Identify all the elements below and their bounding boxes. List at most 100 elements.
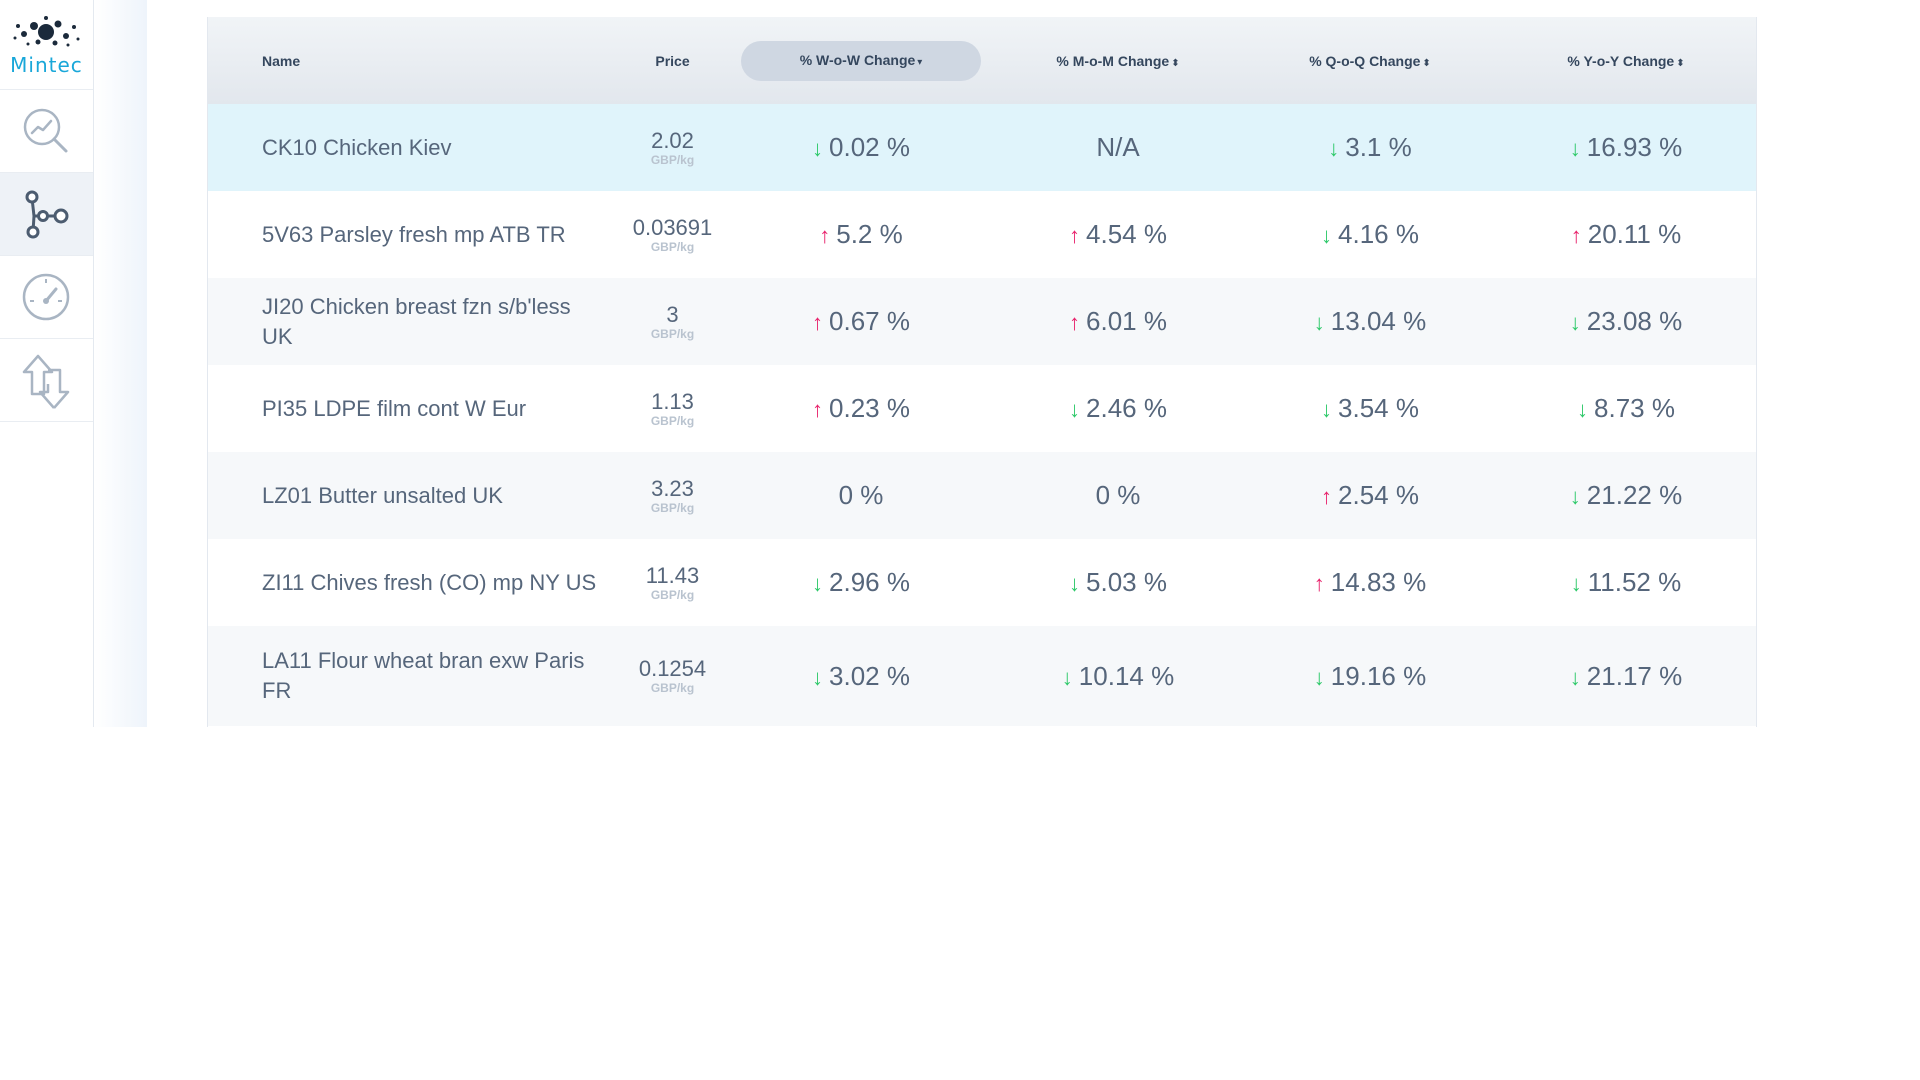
gauge-icon — [22, 273, 70, 321]
arrow-down-icon: ↓ — [1569, 136, 1581, 161]
sort-toggle-icon: ⬍ — [1422, 57, 1431, 69]
commodity-name-cell[interactable]: ZI11 Chives fresh (CO) mp NY US — [262, 569, 597, 595]
price-value: 1.13 — [651, 388, 694, 414]
change-value: 3.54 % — [1338, 393, 1419, 423]
wow-change-cell: ↑ 0.67 % — [730, 278, 992, 365]
price-value: 3.23 — [651, 475, 694, 501]
sort-desc-icon: ▾ — [917, 56, 923, 68]
qoq-change-cell: ↓ 3.54 % — [1244, 365, 1496, 452]
change-value: 5.03 % — [1086, 567, 1167, 597]
change-value: 19.16 % — [1330, 660, 1427, 691]
commodity-name-cell[interactable]: CK10 Chicken Kiev — [262, 134, 452, 160]
price-value: 3 — [666, 301, 679, 327]
network-nodes-icon — [25, 190, 69, 239]
nav-item-dashboard[interactable] — [0, 256, 93, 339]
arrow-up-icon: ↑ — [812, 310, 824, 335]
change-value: 0 % — [838, 480, 884, 510]
arrow-down-icon: ↓ — [1061, 664, 1073, 690]
arrow-down-icon: ↓ — [1569, 484, 1581, 509]
arrow-down-icon: ↓ — [812, 136, 824, 161]
change-value: 21.17 % — [1586, 660, 1683, 691]
column-header-wow[interactable]: % W-o-W Change ▾ — [730, 17, 992, 104]
sidebar-gutter — [94, 0, 147, 727]
yoy-change-cell: ↓ 11.52 % — [1496, 539, 1756, 626]
column-header-label: % Q-o-Q Change — [1309, 52, 1421, 69]
table-row[interactable]: 5V63 Parsley fresh mp ATB TR 0.03691 GBP/k… — [208, 191, 1756, 278]
arrow-up-icon: ↑ — [819, 223, 831, 248]
nav-item-trade[interactable] — [0, 339, 93, 422]
price-value: 11.43 — [645, 562, 700, 588]
arrow-down-icon: ↓ — [1570, 571, 1582, 596]
sort-toggle-icon: ⬍ — [1171, 57, 1180, 69]
table-row[interactable]: ZI11 Chives fresh (CO) mp NY US 11.43 GBP/… — [208, 539, 1756, 626]
change-value: 13.04 % — [1330, 306, 1427, 336]
price-unit: GBP/kg — [650, 500, 695, 515]
change-value: 14.83 % — [1330, 567, 1427, 597]
yoy-change-cell: ↓ 16.93 % — [1496, 104, 1756, 191]
arrow-down-icon: ↓ — [1313, 664, 1325, 690]
table-row[interactable]: CK10 Chicken Kiev 2.02 GBP/kg ↓ 0.02 % N/A ↓ 3.… — [208, 104, 1756, 191]
change-value: 0.67 % — [829, 306, 910, 336]
price-cell: 0.1254 GBP/kg — [615, 626, 730, 726]
price-unit: GBP/kg — [650, 152, 695, 167]
commodity-name-cell[interactable]: JI20 Chicken breast fzn s/b'less UK — [262, 293, 571, 349]
change-value: 4.16 % — [1338, 219, 1419, 249]
table-row[interactable]: JI20 Chicken breast fzn s/b'less UK 3 GBP/… — [208, 278, 1756, 365]
arrow-down-icon: ↓ — [1577, 397, 1589, 422]
change-value: 2.96 % — [829, 567, 910, 597]
table-row[interactable]: PI35 LDPE film cont W Eur 1.13 GBP/kg ↑ 0.23… — [208, 365, 1756, 452]
nav-item-network[interactable] — [0, 173, 93, 256]
change-value: 23.08 % — [1586, 306, 1683, 336]
column-header-qoq[interactable]: % Q-o-Q Change ⬍ — [1244, 17, 1496, 104]
column-header-label: Name — [262, 52, 301, 69]
arrow-down-icon: ↓ — [1328, 136, 1340, 161]
change-value: 0 % — [1095, 480, 1141, 510]
mom-change-cell: 0 % — [992, 452, 1244, 539]
wow-change-cell: ↑ 5.2 % — [730, 191, 992, 278]
arrow-down-icon: ↓ — [1321, 223, 1333, 248]
change-value: 10.14 % — [1078, 660, 1175, 691]
table-header-row: Name Price % W-o-W Change ▾ % M-o-M Chang… — [208, 17, 1756, 104]
yoy-change-cell: ↓ 21.17 % — [1496, 626, 1756, 726]
sort-toggle-icon: ⬍ — [1676, 57, 1685, 69]
price-unit: GBP/kg — [650, 326, 695, 341]
mintec-logo[interactable]: Mintec — [0, 0, 93, 90]
column-header-label: Price — [655, 52, 690, 69]
price-unit: GBP/kg — [650, 239, 695, 254]
price-unit: GBP/kg — [650, 587, 695, 602]
sorted-column-pill[interactable]: % W-o-W Change ▾ — [741, 40, 981, 81]
column-header-mom[interactable]: % M-o-M Change ⬍ — [992, 17, 1244, 104]
arrow-down-icon: ↓ — [812, 664, 824, 690]
mom-change-cell: ↑ 4.54 % — [992, 191, 1244, 278]
column-header-name[interactable]: Name — [208, 17, 615, 104]
column-header-price[interactable]: Price — [615, 17, 730, 104]
arrow-up-icon: ↑ — [1069, 223, 1081, 248]
column-header-yoy[interactable]: % Y-o-Y Change ⬍ — [1496, 17, 1756, 104]
table-row[interactable]: LA11 Flour wheat bran exw Paris FR 0.1254… — [208, 626, 1756, 726]
commodity-name-cell[interactable]: LA11 Flour wheat bran exw Paris FR — [262, 648, 585, 703]
change-value: 2.46 % — [1086, 393, 1167, 423]
nav-item-analytics[interactable] — [0, 90, 93, 173]
logo-dots-icon — [13, 16, 80, 47]
wow-change-cell: ↓ 3.02 % — [730, 626, 992, 726]
commodity-name-cell[interactable]: LZ01 Butter unsalted UK — [262, 482, 503, 508]
table-row[interactable]: LZ01 Butter unsalted UK 3.23 GBP/kg 0 % 0 % ↑… — [208, 452, 1756, 539]
commodity-table: Name Price % W-o-W Change ▾ % M-o-M Chang… — [207, 17, 1757, 727]
price-cell: 2.02 GBP/kg — [615, 104, 730, 191]
change-value: 20.11 % — [1587, 219, 1682, 249]
yoy-change-cell: ↓ 8.73 % — [1496, 365, 1756, 452]
mom-change-cell: ↓ 5.03 % — [992, 539, 1244, 626]
yoy-change-cell: ↓ 23.08 % — [1496, 278, 1756, 365]
arrow-up-icon: ↑ — [1321, 484, 1333, 509]
commodity-name-cell[interactable]: PI35 LDPE film cont W Eur — [262, 395, 527, 421]
change-value: N/A — [1096, 132, 1140, 162]
change-value: 11.52 % — [1587, 567, 1682, 597]
arrow-down-icon: ↓ — [812, 571, 824, 596]
arrow-down-icon: ↓ — [1569, 310, 1581, 335]
column-header-label: % M-o-M Change — [1056, 52, 1170, 69]
price-value: 0.1254 — [638, 656, 707, 681]
arrow-up-icon: ↑ — [812, 397, 824, 422]
swap-arrows-icon — [22, 354, 70, 409]
commodity-name-cell[interactable]: 5V63 Parsley fresh mp ATB TR — [262, 221, 566, 247]
mom-change-cell: N/A — [992, 104, 1244, 191]
